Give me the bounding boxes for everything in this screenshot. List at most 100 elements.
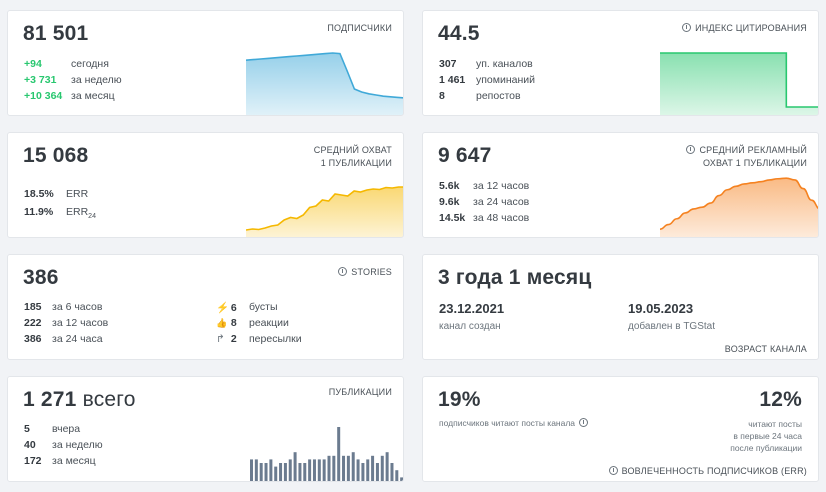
ad-reach-value: 9 647 <box>438 144 492 167</box>
engagement-right-value: 12% <box>759 388 802 411</box>
info-icon[interactable] <box>608 466 618 475</box>
reach-line <box>246 186 403 231</box>
posts-bar <box>322 459 326 481</box>
reach-sparkline <box>246 186 403 237</box>
ad-reach-sparkline <box>660 177 818 237</box>
posts-bar <box>293 452 297 481</box>
stories-forwards-row: ↱ 2 пересылки <box>216 333 302 345</box>
stories-reactions-row: 👍 8 реакции <box>216 317 289 329</box>
subscribers-line <box>246 52 403 99</box>
posts-bar <box>390 463 394 481</box>
ad_reach-line <box>660 177 818 230</box>
citation-index-value: 44.5 <box>438 22 480 45</box>
posts-bar <box>254 459 258 481</box>
stories-value: 386 <box>23 266 59 289</box>
added-label: добавлен в TGStat <box>628 321 716 332</box>
citation-line <box>660 52 818 108</box>
stories-boosts-row: ⚡ 6 бусты <box>216 301 278 314</box>
subscribers-week-row: +3 731 за неделю <box>24 74 122 86</box>
posts-bar <box>269 459 273 481</box>
posts-caption: ПУБЛИКАЦИИ <box>328 387 392 397</box>
posts-bar <box>361 463 365 481</box>
posts-bar <box>283 463 287 481</box>
posts-bar <box>317 459 321 481</box>
posts-bar <box>312 459 316 481</box>
posts-bar <box>395 470 399 481</box>
info-icon[interactable] <box>579 418 589 427</box>
channel-age-caption: ВОЗРАСТ КАНАЛА <box>724 344 807 354</box>
posts-bar <box>259 463 263 481</box>
added-date: 19.05.2023 <box>628 301 694 316</box>
posts-yesterday-row: 5 вчера <box>24 423 81 435</box>
channel-age-value: 3 года 1 месяц <box>438 266 592 289</box>
like-icon: 👍 <box>216 318 228 328</box>
stories-6h-row: 185 за 6 часов <box>24 301 103 313</box>
posts-card[interactable]: 1 271 всего ПУБЛИКАЦИИ 5 вчера 40 за нед… <box>7 376 404 482</box>
boost-icon: ⚡ <box>216 302 230 314</box>
info-icon[interactable] <box>338 267 348 276</box>
reach-card[interactable]: 15 068 СРЕДНИЙ ОХВАТ 1 ПУБЛИКАЦИИ 18.5% … <box>7 132 404 238</box>
posts-month-row: 172 за месяц <box>24 455 96 467</box>
posts-bar <box>264 463 268 481</box>
engagement-right-label: читают посты в первые 24 часа после публ… <box>730 419 802 453</box>
subscribers-area <box>246 53 403 115</box>
subscribers-sparkline <box>246 52 403 115</box>
posts-bar <box>279 463 283 481</box>
posts-bar <box>342 455 346 481</box>
channel-age-card[interactable]: 3 года 1 месяц 23.12.2021 канал создан 1… <box>422 254 819 360</box>
engagement-caption: ВОВЛЕЧЕННОСТЬ ПОДПИСЧИКОВ (ERR) <box>608 465 807 478</box>
posts-bar <box>351 452 355 481</box>
engagement-left-label: подписчиков читают посты канала <box>439 418 592 428</box>
subscribers-month-row: +10 364 за месяц <box>24 90 115 102</box>
citation-mentions-row: 1 461 упоминаний <box>439 74 536 86</box>
posts-bar <box>274 466 278 481</box>
posts-bar <box>375 463 379 481</box>
stories-card[interactable]: 386 STORIES 185 за 6 часов 222 за 12 час… <box>7 254 404 360</box>
reach-value: 15 068 <box>23 144 89 167</box>
created-date: 23.12.2021 <box>439 301 505 316</box>
reach-caption: СРЕДНИЙ ОХВАТ 1 ПУБЛИКАЦИИ <box>313 145 392 168</box>
engagement-card[interactable]: 19% подписчиков читают посты канала 12% … <box>422 376 819 482</box>
err24-row: 11.9% ERR24 <box>24 206 96 221</box>
ad_reach-area <box>660 178 818 237</box>
posts-value: 1 271 всего <box>23 388 136 411</box>
subscribers-count: 81 501 <box>23 22 89 45</box>
citation-card[interactable]: 44.5 ИНДЕКС ЦИТИРОВАНИЯ 307 уп. каналов … <box>422 10 819 116</box>
ad-reach-24h-row: 9.6k за 24 часов <box>439 196 530 208</box>
stories-24h-row: 386 за 24 часа <box>24 333 103 345</box>
citation-reposts-row: 8 репостов <box>439 90 521 102</box>
citation-sparkline <box>660 52 818 115</box>
ad-reach-card[interactable]: 9 647 СРЕДНИЙ РЕКЛАМНЫЙ ОХВАТ 1 ПУБЛИКАЦ… <box>422 132 819 238</box>
posts-bar <box>366 459 370 481</box>
stories-caption: STORIES <box>338 266 392 279</box>
posts-bar <box>298 463 302 481</box>
ad-reach-12h-row: 5.6k за 12 часов <box>439 180 530 192</box>
posts-bar <box>332 455 336 481</box>
posts-bar <box>327 455 331 481</box>
posts-bar <box>303 463 307 481</box>
forward-icon: ↱ <box>216 333 225 345</box>
info-icon[interactable] <box>686 145 696 154</box>
stories-12h-row: 222 за 12 часов <box>24 317 109 329</box>
posts-bar <box>346 455 350 481</box>
ad-reach-48h-row: 14.5k за 48 часов <box>439 212 530 224</box>
posts-bar <box>380 455 384 481</box>
citation-channels-row: 307 уп. каналов <box>439 58 533 70</box>
reach-area <box>246 187 403 237</box>
subscribers-caption: ПОДПИСЧИКИ <box>327 23 392 33</box>
err-row: 18.5% ERR <box>24 188 89 200</box>
subscribers-today-row: +94 сегодня <box>24 58 109 70</box>
posts-bar-chart <box>250 427 403 481</box>
created-label: канал создан <box>439 321 501 332</box>
info-icon[interactable] <box>682 23 692 32</box>
citation-caption: ИНДЕКС ЦИТИРОВАНИЯ <box>682 22 807 35</box>
subscribers-card[interactable]: 81 501 ПОДПИСЧИКИ +94 сегодня +3 731 за … <box>7 10 404 116</box>
posts-bar <box>385 452 389 481</box>
engagement-left-value: 19% <box>438 388 481 411</box>
posts-bar <box>288 459 292 481</box>
posts-bar <box>400 477 403 481</box>
posts-bar <box>308 459 312 481</box>
posts-bar <box>337 427 341 481</box>
posts-bar <box>356 459 360 481</box>
posts-bar <box>250 459 253 481</box>
